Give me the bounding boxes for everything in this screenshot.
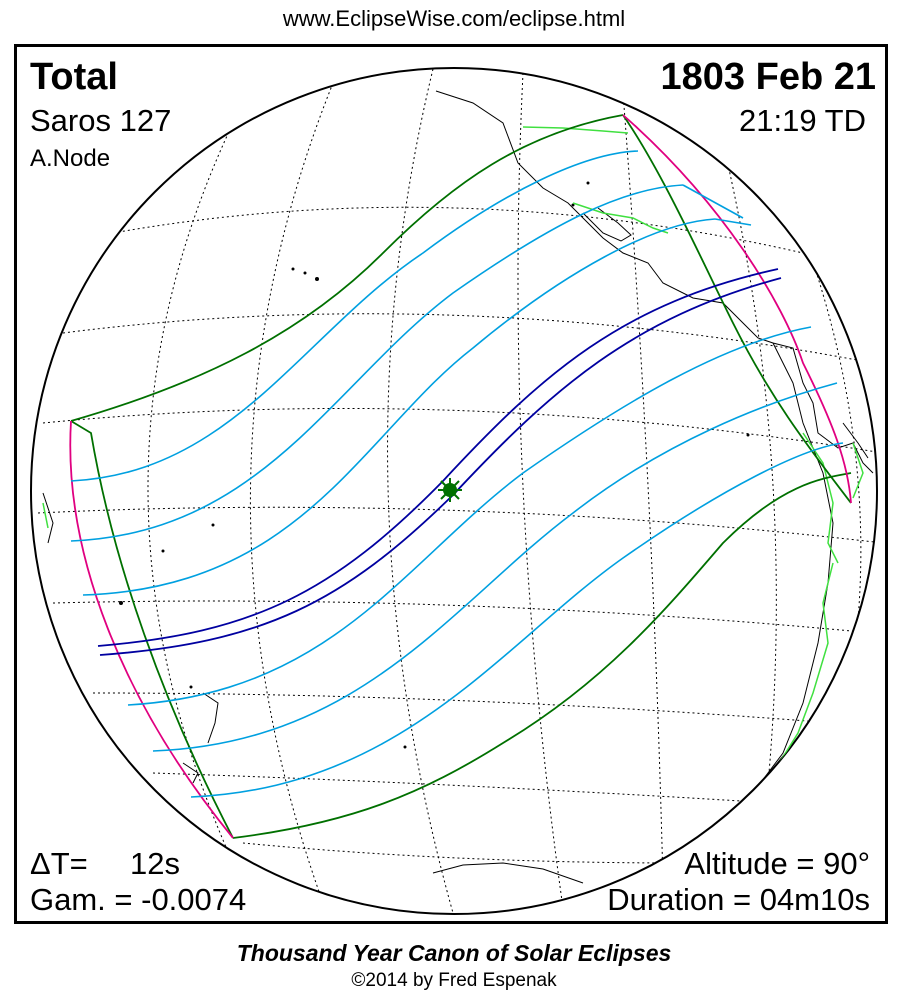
duration-value: Duration = 04m10s: [607, 882, 870, 917]
penumbra-west-limit: [70, 420, 234, 839]
footer-title: Thousand Year Canon of Solar Eclipses: [236, 940, 672, 966]
hourly-lines: [70, 150, 844, 798]
graticule: [37, 68, 877, 914]
islands: [119, 181, 750, 749]
node-label: A.Node: [30, 145, 111, 172]
eclipse-type: Total: [30, 56, 118, 98]
totality-southern-limit: [99, 277, 782, 656]
coastlines: [42, 90, 874, 884]
totality-northern-limit: [97, 268, 779, 647]
sunset-curve: [622, 114, 852, 504]
source-url: www.EclipseWise.com/eclipse.html: [282, 6, 626, 31]
sunrise-curve: [69, 420, 234, 839]
globe-outline: [30, 67, 878, 915]
eclipse-date: 1803 Feb 21: [660, 56, 876, 98]
delta-t-label: ΔT=: [30, 846, 88, 881]
penumbra-east-limit: [622, 114, 852, 504]
saros-number: Saros 127: [30, 103, 172, 138]
gamma-value: Gam. = -0.0074: [30, 882, 247, 917]
altitude-value: Altitude = 90°: [684, 846, 870, 881]
penumbra-southern-limit: [232, 472, 852, 839]
delta-t-value: 12s: [130, 846, 180, 881]
footer-credit: ©2014 by Fred Espenak: [351, 970, 557, 991]
eclipse-map-frame: [14, 44, 888, 924]
globe-map: [30, 67, 878, 915]
eclipse-time: 21:19 TD: [739, 103, 866, 138]
greatest-eclipse-marker: [438, 478, 462, 502]
penumbra-northern-limit: [70, 114, 624, 422]
